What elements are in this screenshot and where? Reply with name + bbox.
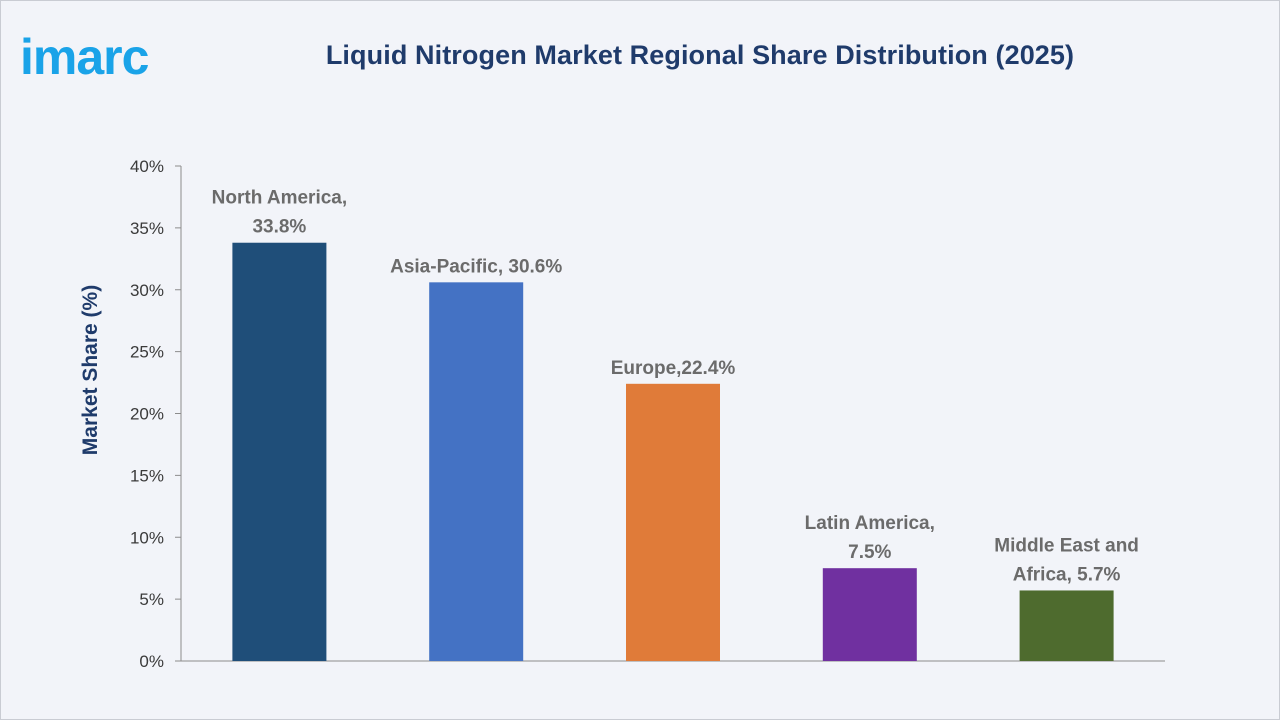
y-tick-label: 0% <box>139 652 164 671</box>
bar-europe <box>626 383 720 661</box>
logo-text: imarc <box>20 29 149 85</box>
data-label: 33.8% <box>252 217 306 238</box>
data-label: 7.5% <box>848 542 891 563</box>
data-labels: North America, 33.8% Asia-Pacific, 30.6% Eu… <box>212 188 1139 586</box>
y-tick-label: 15% <box>130 466 164 485</box>
y-tick-label: 30% <box>130 281 164 300</box>
data-label: Europe,22.4% <box>611 358 736 379</box>
y-tick-label: 20% <box>130 405 164 424</box>
y-tick-label: 5% <box>139 590 164 609</box>
y-tick-label: 10% <box>130 528 164 547</box>
y-axis-label: Market Share (%) <box>79 285 102 455</box>
bar-asia-pacific <box>429 282 524 661</box>
data-label: North America, <box>212 188 348 209</box>
chart-title: Liquid Nitrogen Market Regional Share Di… <box>325 40 1075 70</box>
y-tick-label: 40% <box>130 157 164 176</box>
bar-north-america <box>232 242 327 661</box>
bars <box>232 242 1114 661</box>
data-label: Middle East and <box>994 535 1139 556</box>
y-tick-label: 35% <box>130 219 164 238</box>
data-label: Asia-Pacific, 30.6% <box>390 256 562 277</box>
imarc-logo: imarc <box>20 29 150 85</box>
data-label: Latin America, <box>805 513 935 534</box>
bar-middle-east-and-africa <box>1019 590 1114 661</box>
y-tick-label: 25% <box>130 343 164 362</box>
bar-latin-america <box>822 568 917 661</box>
data-label: Africa, 5.7% <box>1013 564 1121 585</box>
y-axis: 0% 5% 10% 15% 20% 25% 30% 35% 40% <box>130 157 1165 671</box>
